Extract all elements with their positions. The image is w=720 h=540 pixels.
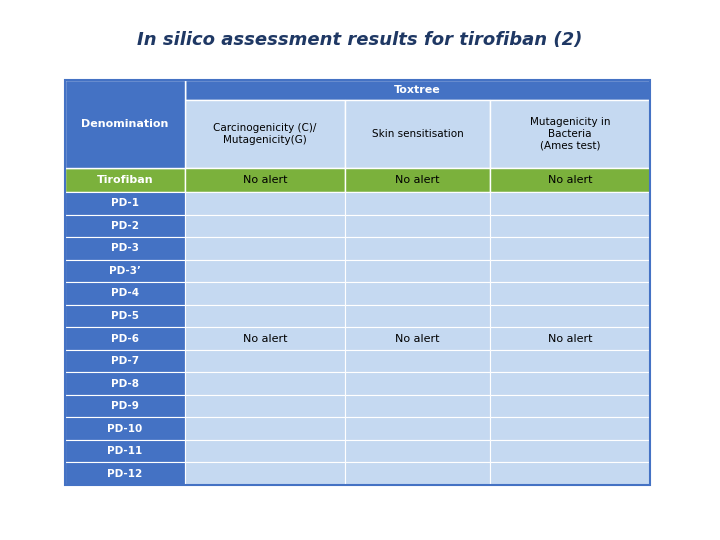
Text: Carcinogenicity (C)/
Mutagenicity(G): Carcinogenicity (C)/ Mutagenicity(G)	[213, 123, 317, 145]
Text: PD-6: PD-6	[111, 334, 139, 343]
Bar	[345, 462, 490, 485]
Bar	[185, 80, 650, 100]
Bar	[185, 372, 345, 395]
Bar	[65, 305, 185, 327]
Text: PD-10: PD-10	[107, 424, 143, 434]
Text: PD-11: PD-11	[107, 446, 143, 456]
Bar	[345, 372, 490, 395]
Bar	[65, 440, 185, 462]
Bar	[490, 214, 650, 237]
Bar	[65, 417, 185, 440]
Bar	[65, 214, 185, 237]
Bar	[65, 168, 185, 192]
Bar	[185, 462, 345, 485]
Text: No alert: No alert	[395, 334, 440, 343]
Text: Mutagenicity in
Bacteria
(Ames test): Mutagenicity in Bacteria (Ames test)	[530, 117, 611, 151]
Bar	[490, 237, 650, 260]
Bar	[345, 440, 490, 462]
Bar	[345, 327, 490, 350]
Bar	[65, 80, 650, 485]
Bar	[185, 395, 345, 417]
Bar	[345, 282, 490, 305]
Bar	[345, 395, 490, 417]
Bar	[490, 372, 650, 395]
Text: No alert: No alert	[395, 175, 440, 185]
Bar	[65, 80, 185, 168]
Text: No alert: No alert	[548, 334, 593, 343]
Bar	[345, 305, 490, 327]
Bar	[185, 192, 345, 214]
Bar	[65, 350, 185, 372]
Text: PD-5: PD-5	[111, 311, 139, 321]
Bar	[65, 462, 185, 485]
Text: PD-2: PD-2	[111, 221, 139, 231]
Text: Tirofiban: Tirofiban	[96, 175, 153, 185]
Bar	[185, 282, 345, 305]
Bar	[345, 237, 490, 260]
Bar	[490, 462, 650, 485]
Bar	[490, 192, 650, 214]
Bar	[185, 168, 345, 192]
Bar	[345, 100, 490, 168]
Bar	[185, 440, 345, 462]
Bar	[185, 350, 345, 372]
Bar	[185, 237, 345, 260]
Text: No alert: No alert	[243, 334, 287, 343]
Bar	[185, 100, 345, 168]
Bar	[490, 440, 650, 462]
Bar	[185, 214, 345, 237]
Text: Denomination: Denomination	[81, 119, 168, 129]
Bar	[185, 305, 345, 327]
Bar	[65, 237, 185, 260]
Bar	[345, 214, 490, 237]
Bar	[65, 372, 185, 395]
Bar	[490, 168, 650, 192]
Text: PD-1: PD-1	[111, 198, 139, 208]
Bar	[65, 80, 650, 485]
Bar	[345, 350, 490, 372]
Text: PD-8: PD-8	[111, 379, 139, 389]
Bar	[490, 282, 650, 305]
Text: PD-7: PD-7	[111, 356, 139, 366]
Bar	[345, 168, 490, 192]
Bar	[65, 327, 185, 350]
Text: PD-3: PD-3	[111, 244, 139, 253]
Bar	[185, 417, 345, 440]
Bar	[490, 350, 650, 372]
Text: PD-12: PD-12	[107, 469, 143, 479]
Bar	[490, 395, 650, 417]
Bar	[490, 305, 650, 327]
Bar	[490, 327, 650, 350]
Text: PD-4: PD-4	[111, 288, 139, 299]
Bar	[345, 417, 490, 440]
Text: Skin sensitisation: Skin sensitisation	[372, 129, 464, 139]
Bar	[490, 100, 650, 168]
Bar	[65, 260, 185, 282]
Bar	[490, 417, 650, 440]
Text: PD-3’: PD-3’	[109, 266, 141, 276]
Text: PD-9: PD-9	[111, 401, 139, 411]
Text: In silico assessment results for tirofiban (2): In silico assessment results for tirofib…	[138, 31, 582, 49]
Bar	[65, 80, 185, 100]
Bar	[345, 260, 490, 282]
Bar	[490, 260, 650, 282]
Text: No alert: No alert	[243, 175, 287, 185]
Text: Toxtree: Toxtree	[394, 85, 441, 95]
Bar	[65, 395, 185, 417]
Bar	[345, 192, 490, 214]
Bar	[185, 260, 345, 282]
Bar	[65, 192, 185, 214]
Bar	[65, 282, 185, 305]
Bar	[185, 327, 345, 350]
Text: No alert: No alert	[548, 175, 593, 185]
